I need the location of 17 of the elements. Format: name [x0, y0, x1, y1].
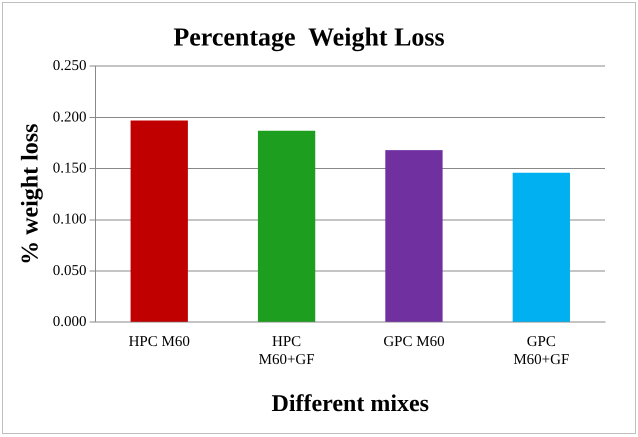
y-tick-label: 0.000 — [52, 314, 87, 330]
x-tick-label: HPC M60+GF — [258, 334, 315, 368]
bar — [258, 130, 316, 322]
bar — [385, 150, 443, 322]
y-tick-label: 0.250 — [52, 58, 87, 74]
y-axis-title: % weight loss — [18, 124, 44, 265]
x-tick-label: GPC M60 — [383, 334, 445, 350]
y-tick-label: 0.200 — [52, 109, 87, 126]
y-tick-label: 0.050 — [52, 262, 87, 279]
x-tick-label: GPC M60+GF — [513, 334, 570, 368]
chart-title: Percentage Weight Loss — [173, 22, 445, 52]
y-tick-label: 0.100 — [52, 212, 87, 228]
x-tick-label: HPC M60 — [128, 334, 190, 350]
x-axis-title: Different mixes — [272, 390, 430, 417]
y-tick-label: 0.150 — [52, 160, 87, 177]
bar — [512, 172, 570, 322]
bar — [130, 120, 188, 322]
